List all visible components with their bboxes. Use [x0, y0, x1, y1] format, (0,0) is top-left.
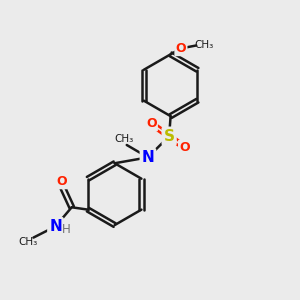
Text: H: H: [62, 224, 71, 236]
Text: CH₃: CH₃: [195, 40, 214, 50]
Text: CH₃: CH₃: [19, 237, 38, 247]
Text: O: O: [146, 117, 157, 130]
Text: O: O: [176, 42, 186, 55]
Text: CH₃: CH₃: [115, 134, 134, 143]
Text: O: O: [179, 141, 190, 154]
Text: N: N: [49, 219, 62, 234]
Text: O: O: [56, 175, 67, 188]
Text: N: N: [142, 150, 154, 165]
Text: S: S: [164, 129, 175, 144]
